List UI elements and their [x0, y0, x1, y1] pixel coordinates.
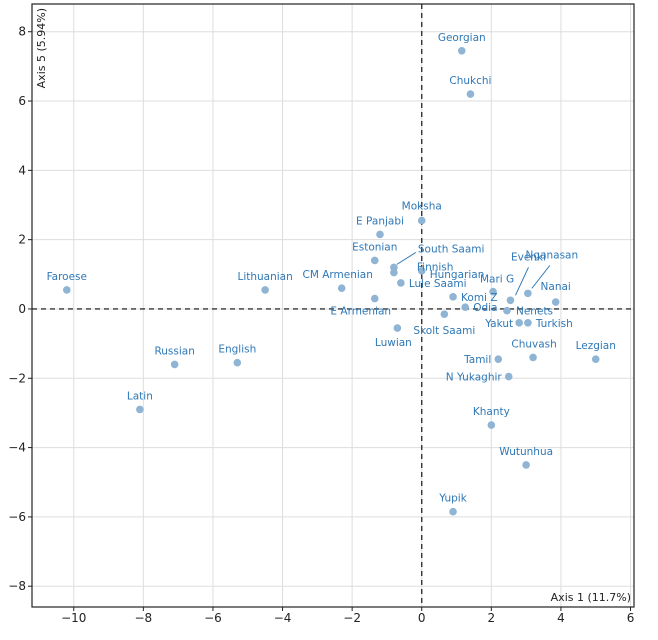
- point-label-faroese: Faroese: [47, 271, 87, 283]
- point-odia: [461, 303, 470, 312]
- point-label-n-yukaghir: N Yukaghir: [446, 372, 503, 384]
- point-estonian: [370, 256, 379, 265]
- plot-border: [31, 3, 635, 608]
- point-luwian: [393, 324, 402, 332]
- x-tick-label: −10: [61, 611, 86, 625]
- point-moksha: [417, 216, 426, 225]
- x-tick-label: 0: [418, 611, 426, 625]
- label-leader-lines: [396, 251, 551, 296]
- x-tick-label: −6: [204, 611, 222, 625]
- point-english: [233, 358, 242, 367]
- point-lule-saami: [397, 279, 405, 287]
- point-label-cm-armenian: CM Armenian: [302, 269, 372, 281]
- point-finnish: [390, 268, 398, 277]
- point-nenets: [503, 306, 511, 315]
- y-tick-label: −6: [8, 510, 26, 524]
- point-label-evenki: Evenki: [511, 251, 546, 263]
- point-chukchi: [466, 90, 475, 98]
- y-tick-label: −4: [8, 441, 26, 455]
- tick-labels: −10 −8 −6 −4 −2 0 2 4 6 −8 −6 −4 −2 0 2 4 6 8: [8, 25, 634, 625]
- point-turkish: [524, 319, 532, 327]
- leader-line-evenki: [515, 267, 529, 296]
- point-label-turkish: Turkish: [535, 318, 573, 330]
- point-cm-armenian: [337, 284, 346, 292]
- x-tick-label: 4: [557, 611, 565, 625]
- point-label-chukchi: Chukchi: [449, 75, 491, 87]
- point-yupik: [449, 507, 457, 516]
- point-label-lule-saami: Lule Saami: [409, 278, 467, 290]
- y-tick-label: 0: [18, 302, 26, 316]
- point-label-english: English: [218, 344, 256, 356]
- point-komi-z: [449, 293, 457, 301]
- point-lithuanian: [261, 286, 269, 294]
- point-faroese: [62, 286, 71, 294]
- y-tick-label: −8: [8, 579, 26, 593]
- leader-line-south-saami: [396, 251, 417, 265]
- point-label-nganasan: Nganasan: [526, 249, 579, 261]
- point-khanty: [487, 421, 496, 429]
- x-tick-label: −8: [135, 611, 153, 625]
- point-label-estonian: Estonian: [352, 241, 397, 253]
- point-label-odia: Odia: [473, 302, 497, 314]
- point-label-nenets: Nenets: [516, 306, 553, 318]
- point-label-south-saami: South Saami: [418, 243, 485, 255]
- point-yakut: [515, 319, 523, 327]
- point-label-georgian: Georgian: [438, 32, 486, 44]
- point-chuvash: [529, 353, 537, 362]
- x-tick-label: −2: [343, 611, 361, 625]
- y-tick-label: 2: [18, 233, 26, 247]
- y-tick-label: 4: [18, 163, 26, 177]
- point-label-latin: Latin: [127, 390, 153, 402]
- y-tick-label: 8: [18, 25, 26, 39]
- point-label-mari-g: Mari G: [480, 274, 514, 286]
- point-label-moksha: Moksha: [402, 201, 442, 213]
- point-skolt-saami: [440, 310, 449, 318]
- point-label-tamil: Tamil: [463, 354, 491, 366]
- point-hungarian: [417, 267, 426, 275]
- point-label-skolt-saami: Skolt Saami: [413, 325, 475, 337]
- point-label-wutunhua: Wutunhua: [499, 446, 553, 458]
- point-label-hungarian: Hungarian: [430, 269, 485, 281]
- point-label-e-panjabi: E Panjabi: [356, 215, 404, 227]
- x-axis-title: Axis 1 (11.7%): [551, 591, 631, 604]
- leader-line-nganasan: [531, 265, 551, 289]
- point-label-e-armenian: E Armenian: [330, 306, 391, 318]
- point-evenki: [506, 296, 515, 305]
- point-n-yukaghir: [504, 372, 513, 381]
- point-label-nanai: Nanai: [541, 281, 571, 293]
- x-tick-label: 6: [627, 611, 635, 625]
- point-e-panjabi: [376, 230, 384, 239]
- point-label-yupik: Yupik: [438, 493, 467, 505]
- point-lezgian: [591, 355, 600, 364]
- point-label-lithuanian: Lithuanian: [237, 271, 292, 283]
- data-points: [62, 46, 600, 516]
- point-georgian: [457, 46, 466, 55]
- y-axis-title: Axis 5 (5.94%): [35, 8, 48, 88]
- x-tick-label: 2: [488, 611, 496, 625]
- point-label-yakut: Yakut: [484, 318, 513, 330]
- point-mari-g: [489, 287, 497, 296]
- point-label-komi-z: Komi Z: [461, 292, 497, 304]
- point-label-finnish: Finnish: [417, 262, 454, 274]
- plot-frame: [31, 3, 635, 608]
- point-label-lezgian: Lezgian: [576, 340, 616, 352]
- x-tick-label: −4: [274, 611, 292, 625]
- point-latin: [136, 405, 144, 414]
- point-tamil: [494, 355, 503, 364]
- y-tick-label: 6: [18, 94, 26, 108]
- point-label-chuvash: Chuvash: [511, 338, 556, 350]
- reference-lines: [32, 4, 634, 607]
- point-label-russian: Russian: [154, 345, 194, 357]
- point-nanai: [551, 298, 560, 306]
- point-label-khanty: Khanty: [473, 406, 510, 418]
- point-nganasan: [524, 289, 532, 298]
- point-south-saami: [390, 263, 398, 272]
- point-e-armenian: [370, 294, 379, 303]
- point-labels: Georgian Chukchi Moksha E Panjabi Estonian So…: [47, 32, 616, 505]
- point-wutunhua: [522, 461, 530, 469]
- point-russian: [170, 360, 179, 369]
- point-label-luwian: Luwian: [375, 337, 412, 349]
- y-tick-label: −2: [8, 371, 26, 385]
